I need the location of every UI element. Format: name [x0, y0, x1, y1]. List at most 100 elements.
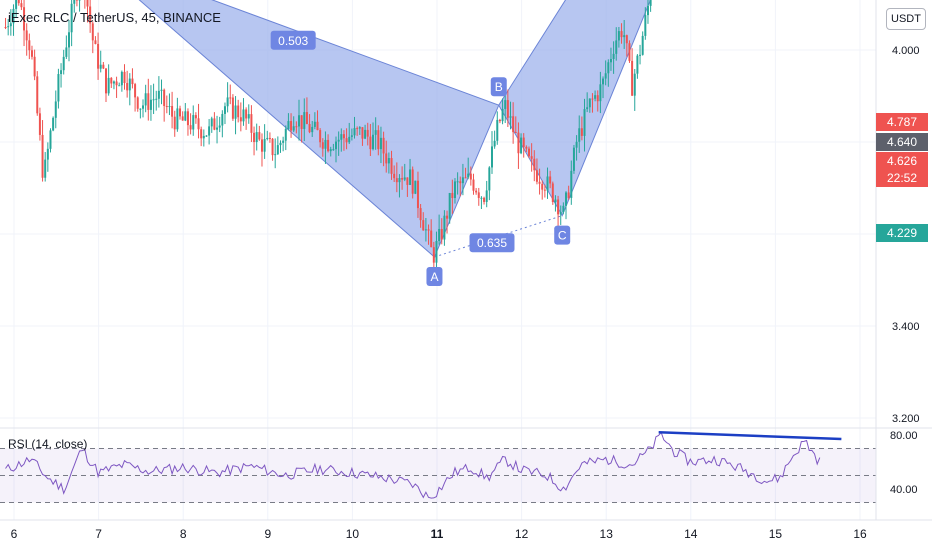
candle-body [70, 3, 73, 33]
candle-body [173, 116, 176, 130]
candle-body [23, 7, 26, 31]
candle-body [472, 179, 475, 191]
candle-body [453, 181, 456, 199]
candle-body [543, 189, 546, 191]
candle-body [594, 95, 597, 99]
candle-body [112, 81, 115, 84]
price-candles [4, 0, 652, 276]
candle-body [297, 115, 300, 127]
candle-body [401, 177, 404, 180]
candle-body [142, 105, 145, 109]
candle-body [253, 132, 256, 143]
candle-body [483, 197, 486, 202]
candle-body [372, 134, 375, 150]
candle-body [488, 167, 491, 191]
candle-body [443, 215, 446, 240]
candle-body [477, 192, 480, 198]
currency-button[interactable]: USDT [886, 8, 926, 30]
candle-body [250, 114, 253, 133]
candle-body [398, 177, 401, 183]
candle-body [646, 5, 649, 16]
candle-body [329, 149, 332, 152]
candle-body [475, 190, 478, 193]
candle-body [424, 229, 427, 231]
candle-body [136, 97, 139, 109]
candle-body [567, 192, 570, 198]
candle-body [395, 178, 398, 183]
candle-body [451, 192, 454, 199]
candle-body [514, 132, 517, 134]
candle-body [509, 116, 512, 118]
candle-body [105, 68, 108, 94]
candle-body [459, 181, 462, 184]
candle-body [353, 128, 356, 136]
rsi-divergence-line [658, 431, 842, 441]
candle-body [612, 53, 615, 59]
candle-body [345, 138, 348, 143]
candle-body [260, 139, 263, 152]
xab-triangle [138, 0, 500, 258]
candle-body [311, 126, 314, 133]
candle-body [313, 121, 316, 127]
candle-body [300, 115, 303, 129]
candle-body [464, 177, 467, 179]
candle-body [263, 139, 266, 152]
candle-body [60, 70, 63, 75]
candle-body [237, 105, 240, 118]
candle-body [99, 64, 102, 69]
candle-body [615, 40, 618, 54]
candle-body [139, 108, 142, 110]
candle-body [202, 135, 205, 139]
price-tick-label: 3.400 [892, 321, 920, 333]
candle-body [599, 84, 602, 102]
candle-body [49, 130, 52, 149]
candle-body [41, 134, 44, 178]
candle-body [440, 228, 443, 240]
candle-body [448, 192, 451, 219]
time-tick-label: 11 [431, 527, 444, 541]
candle-body [157, 90, 160, 99]
rsi-line [5, 431, 821, 499]
candle-body [75, 0, 78, 1]
candle-body [216, 127, 219, 130]
candle-body [520, 137, 523, 154]
candle-body [226, 97, 229, 107]
candle-body [184, 111, 187, 121]
candle-body [181, 116, 184, 121]
candle-body [67, 32, 70, 48]
candle-body [266, 137, 269, 140]
candle-body [335, 141, 338, 150]
candle-body [506, 100, 509, 118]
rsi-tick-label: 40.00 [890, 484, 918, 496]
candle-body [152, 99, 155, 101]
rsi-pane: 80.00 40.00 [0, 430, 918, 503]
candle-body [186, 111, 189, 126]
candle-body [469, 173, 472, 180]
candle-body [411, 169, 414, 194]
candle-body [54, 101, 57, 118]
candle-body [189, 125, 192, 130]
candle-body [546, 176, 549, 191]
candle-body [538, 181, 541, 184]
candle-body [419, 208, 422, 221]
candle-body [467, 173, 470, 178]
candle-body [118, 85, 121, 87]
candle-body [588, 98, 591, 108]
candle-body [324, 139, 327, 149]
rsi-indicator-label[interactable]: RSI (14, close) [8, 437, 88, 451]
candle-body [639, 54, 642, 56]
candle-body [205, 135, 208, 137]
candle-body [416, 180, 419, 209]
symbol-title[interactable]: iExec RLC / TetherUS, 45, BINANCE [8, 10, 221, 25]
candle-body [496, 119, 499, 141]
candle-body [565, 192, 568, 206]
candle-body [7, 26, 10, 28]
point-label-A: A [430, 270, 438, 284]
point-label-bg [490, 77, 507, 97]
candle-body [387, 158, 390, 164]
ratio-label: 0.635 [477, 236, 507, 250]
candle-body [144, 93, 147, 106]
candle-body [369, 136, 372, 150]
